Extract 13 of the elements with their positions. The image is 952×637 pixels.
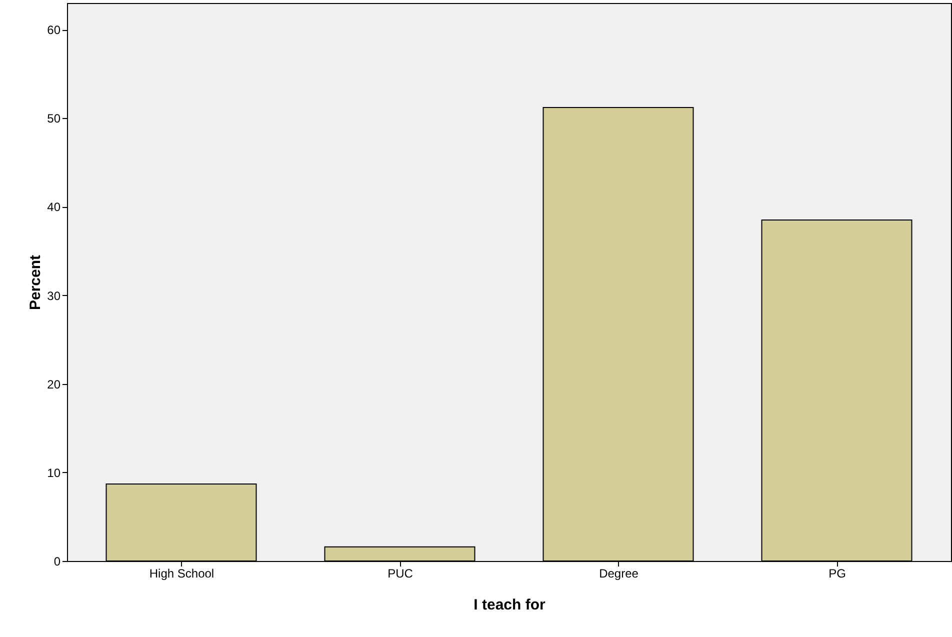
- x-tick-label: High School: [149, 566, 214, 580]
- x-tick-label: Degree: [599, 566, 639, 580]
- y-axis-title: Percent: [27, 254, 44, 310]
- y-tick-label: 50: [47, 112, 61, 126]
- x-tick-label: PG: [828, 566, 846, 580]
- y-tick-label: 0: [54, 554, 61, 568]
- x-axis-title: I teach for: [474, 596, 546, 614]
- x-tick-label: PUC: [388, 566, 414, 580]
- y-tick-label: 60: [47, 23, 61, 38]
- y-tick-label: 20: [47, 377, 61, 392]
- y-tick-label: 30: [47, 288, 61, 303]
- y-tick-label: 10: [47, 466, 61, 480]
- y-tick-label: 40: [47, 200, 61, 214]
